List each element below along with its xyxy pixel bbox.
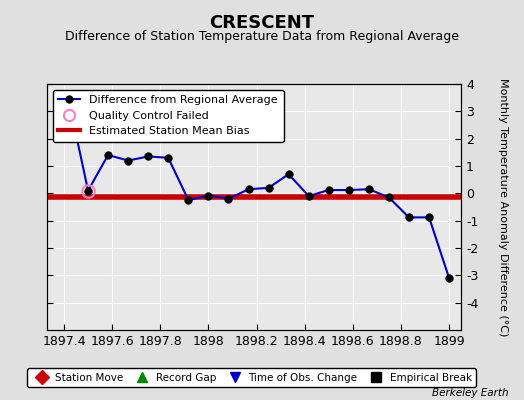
Text: Berkeley Earth: Berkeley Earth	[432, 388, 508, 398]
Text: Difference of Station Temperature Data from Regional Average: Difference of Station Temperature Data f…	[65, 30, 459, 43]
Y-axis label: Monthly Temperature Anomaly Difference (°C): Monthly Temperature Anomaly Difference (…	[498, 78, 508, 336]
Legend: Station Move, Record Gap, Time of Obs. Change, Empirical Break: Station Move, Record Gap, Time of Obs. C…	[27, 368, 476, 387]
Legend: Difference from Regional Average, Quality Control Failed, Estimated Station Mean: Difference from Regional Average, Qualit…	[53, 90, 283, 142]
Text: CRESCENT: CRESCENT	[210, 14, 314, 32]
